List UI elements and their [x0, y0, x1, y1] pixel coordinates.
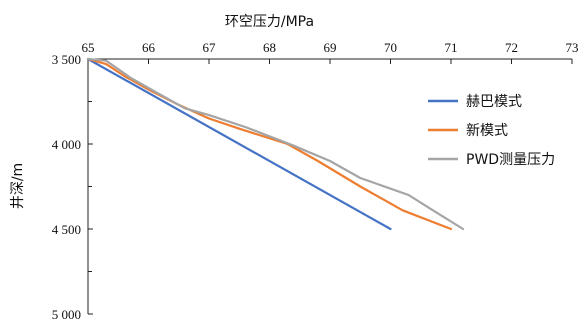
legend-label-1: 赫巴模式	[466, 94, 522, 110]
labels: 65 66 67 68 69 70 71 72 73 3 500 4 000 4 500 5 000 环空…	[10, 14, 579, 320]
legend-label-3: PWD测量压力	[466, 152, 555, 168]
series-line-1	[86, 57, 392, 231]
x-tick-label: 73	[566, 40, 579, 55]
y-tick-label: 5 000	[52, 307, 81, 320]
x-tick-label: 71	[445, 40, 458, 55]
x-axis-title: 环空压力/MPa	[225, 14, 314, 30]
x-tick-label: 66	[142, 40, 156, 55]
y-tick-label: 4 000	[52, 137, 81, 152]
legend-label-2: 新模式	[466, 123, 508, 139]
x-tick-label: 65	[82, 40, 95, 55]
x-tick-label: 68	[263, 40, 276, 55]
x-tick-label: 72	[505, 40, 518, 55]
x-tick-label: 70	[384, 40, 397, 55]
series-line-2	[86, 57, 453, 231]
y-tick-label: 4 500	[52, 222, 81, 237]
x-tick-label: 69	[324, 40, 337, 55]
x-tick-label: 67	[203, 40, 217, 55]
y-axis-title: 井深/m	[10, 163, 26, 209]
y-tick-label: 3 500	[52, 52, 81, 67]
series-layer	[86, 57, 465, 231]
series-line-3	[86, 57, 465, 231]
